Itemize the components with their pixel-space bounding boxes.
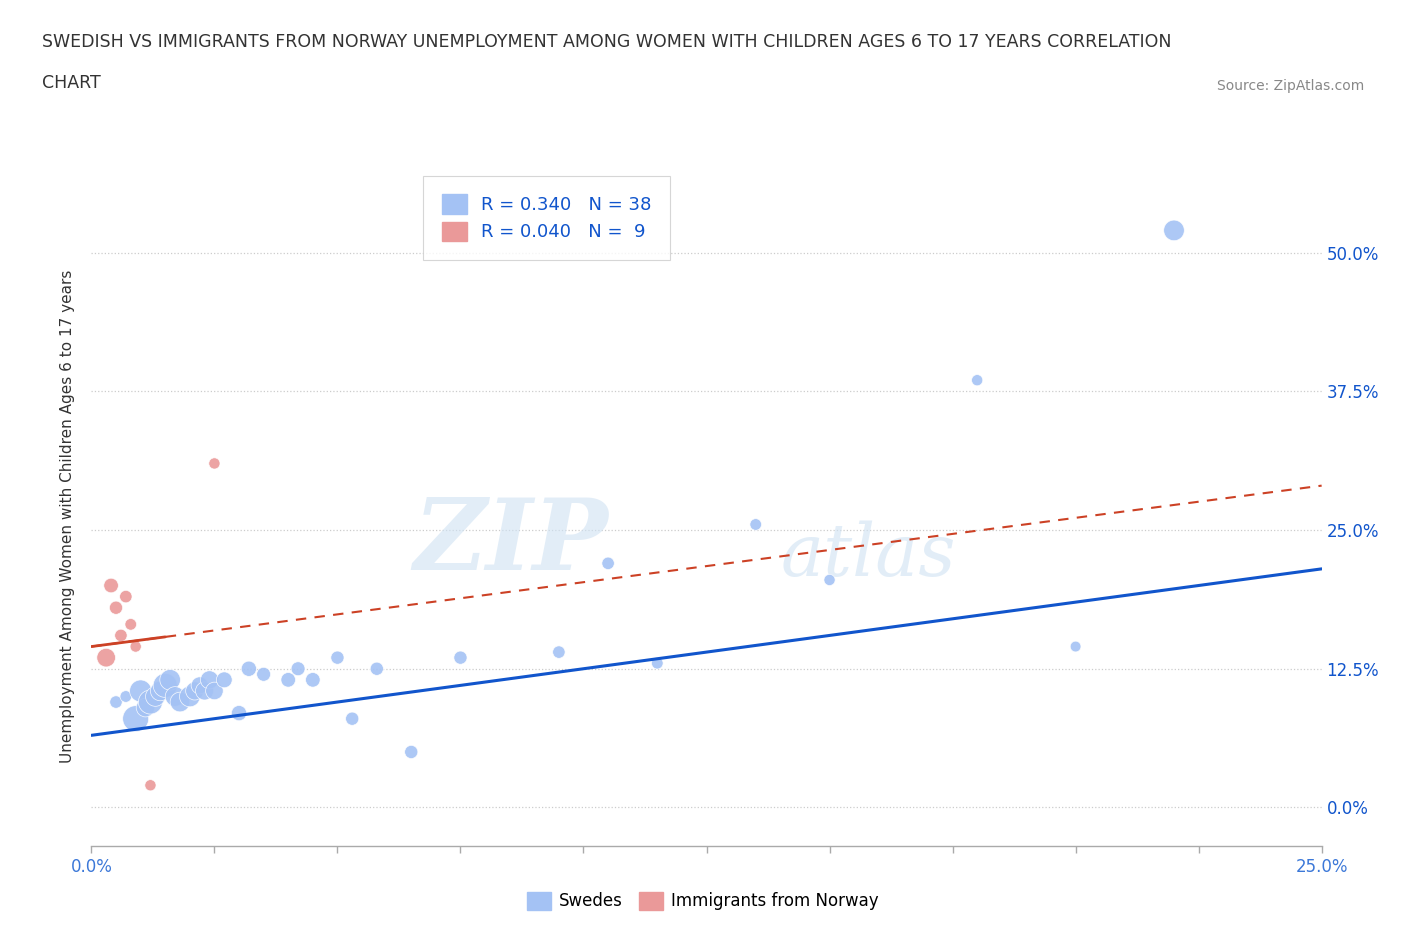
Point (139, 695, 162, 710)
Point (105, 600, 127, 615)
Text: CHART: CHART (42, 74, 101, 92)
Point (193, 684, 217, 698)
Legend: R = 0.340   N = 38, R = 0.040   N =  9: R = 0.340 N = 38, R = 0.040 N = 9 (429, 182, 664, 254)
Point (198, 672, 221, 687)
Point (179, 689, 201, 704)
Point (966, 373, 988, 388)
Point (100, 578, 122, 593)
Point (214, 672, 236, 687)
Point (124, 711, 148, 726)
Point (169, 695, 191, 710)
Point (366, 661, 388, 676)
Text: SWEDISH VS IMMIGRANTS FROM NORWAY UNEMPLOYMENT AMONG WOMEN WITH CHILDREN AGES 6 : SWEDISH VS IMMIGRANTS FROM NORWAY UNEMPL… (42, 33, 1171, 50)
Point (159, 672, 181, 687)
Point (596, 556, 619, 571)
Point (202, 456, 225, 471)
Point (188, 678, 211, 693)
Point (145, 689, 166, 704)
Point (163, 689, 186, 704)
Point (120, 617, 142, 631)
Point (1163, 223, 1185, 238)
Point (183, 684, 207, 698)
Point (326, 650, 349, 665)
Point (745, 517, 768, 532)
Point (202, 684, 225, 698)
Point (110, 628, 132, 643)
Text: atlas: atlas (780, 521, 956, 591)
Point (139, 777, 162, 792)
Text: Source: ZipAtlas.com: Source: ZipAtlas.com (1216, 79, 1364, 93)
Point (1064, 639, 1087, 654)
Point (818, 573, 841, 588)
Point (340, 711, 363, 726)
Point (135, 700, 157, 715)
Point (228, 706, 250, 721)
Y-axis label: Unemployment Among Women with Children Ages 6 to 17 years: Unemployment Among Women with Children A… (60, 270, 76, 763)
Point (645, 656, 669, 671)
Point (105, 695, 127, 710)
Point (548, 644, 571, 659)
Legend: Swedes, Immigrants from Norway: Swedes, Immigrants from Norway (520, 885, 886, 917)
Point (96, 650, 117, 665)
Point (153, 678, 177, 693)
Point (124, 639, 148, 654)
Point (129, 684, 152, 698)
Point (114, 590, 138, 604)
Point (149, 684, 172, 698)
Point (301, 672, 323, 687)
Point (449, 650, 471, 665)
Point (114, 689, 138, 704)
Point (238, 661, 260, 676)
Point (277, 672, 299, 687)
Point (399, 745, 422, 760)
Point (253, 667, 276, 682)
Point (287, 661, 309, 676)
Text: ZIP: ZIP (413, 495, 607, 591)
